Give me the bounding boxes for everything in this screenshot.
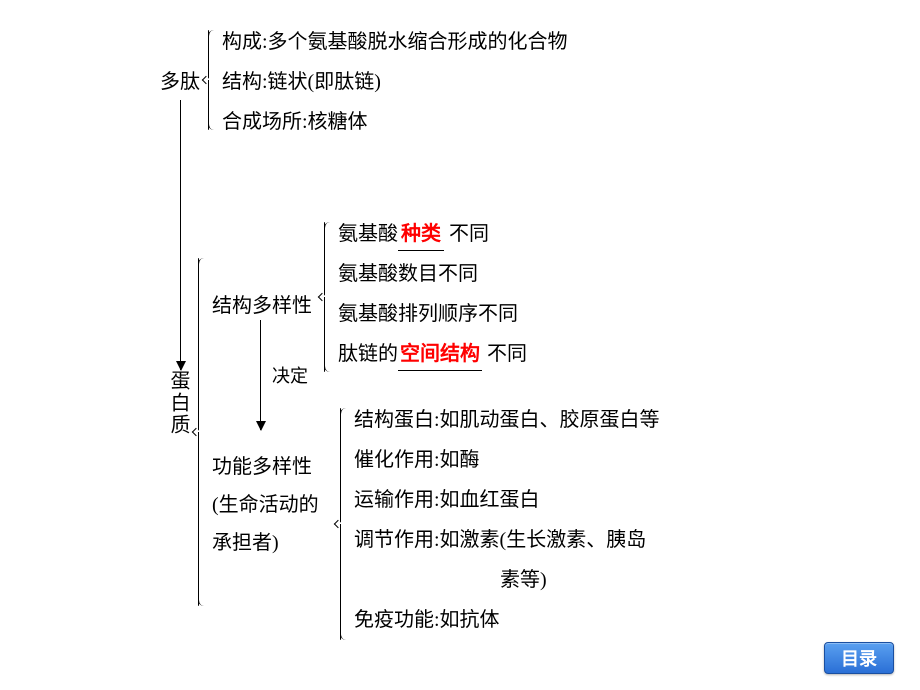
functional-item: 结构蛋白:如肌动蛋白、胶原蛋白等: [354, 404, 660, 436]
label-line: (生命活动的: [212, 494, 319, 516]
structural-diversity-label: 结构多样性: [212, 290, 312, 322]
arrow-polypeptide-to-protein: [180, 100, 181, 370]
functional-item: 催化作用:如酶: [354, 444, 480, 476]
structural-item: 氨基酸种类 不同: [338, 218, 489, 251]
fill-blank: 空间结构: [400, 343, 480, 365]
functional-diversity-label: 功能多样性 (生命活动的 承担者): [212, 448, 342, 562]
structural-item: 氨基酸排列顺序不同: [338, 298, 518, 330]
fill-blank: 种类: [401, 223, 441, 245]
functional-item: 调节作用:如激素(生长激素、胰岛: [354, 524, 646, 556]
polypeptide-item: 结构:链状(即肽链): [222, 66, 381, 98]
label-line: 功能多样性: [212, 456, 312, 478]
diagram-canvas: 多肽 构成:多个氨基酸脱水缩合形成的化合物 结构:链状(即肽链) 合成场所:核糖…: [0, 0, 920, 690]
protein-label: 蛋白质: [164, 370, 193, 436]
arrow-determines: [260, 320, 261, 430]
structural-item: 肽链的空间结构 不同: [338, 338, 527, 371]
text-prefix: 肽链的: [338, 343, 398, 365]
structural-item: 氨基酸数目不同: [338, 258, 478, 290]
protein-brace: [198, 258, 199, 606]
toc-button[interactable]: 目录: [824, 642, 894, 674]
text-suffix: 不同: [482, 343, 527, 365]
functional-item: 免疫功能:如抗体: [354, 604, 500, 636]
determines-label: 决定: [272, 362, 308, 391]
text-prefix: 氨基酸: [338, 223, 398, 245]
polypeptide-item: 构成:多个氨基酸脱水缩合形成的化合物: [222, 26, 568, 58]
polypeptide-item: 合成场所:核糖体: [222, 106, 368, 138]
label-line: 承担者): [212, 532, 279, 554]
polypeptide-label: 多肽: [160, 66, 200, 98]
functional-item: 运输作用:如血红蛋白: [354, 484, 540, 516]
structural-diversity-brace: [324, 222, 325, 372]
functional-item: 素等): [500, 564, 547, 596]
polypeptide-brace: [208, 30, 209, 130]
text-suffix: 不同: [444, 223, 489, 245]
functional-diversity-brace: [340, 408, 341, 640]
